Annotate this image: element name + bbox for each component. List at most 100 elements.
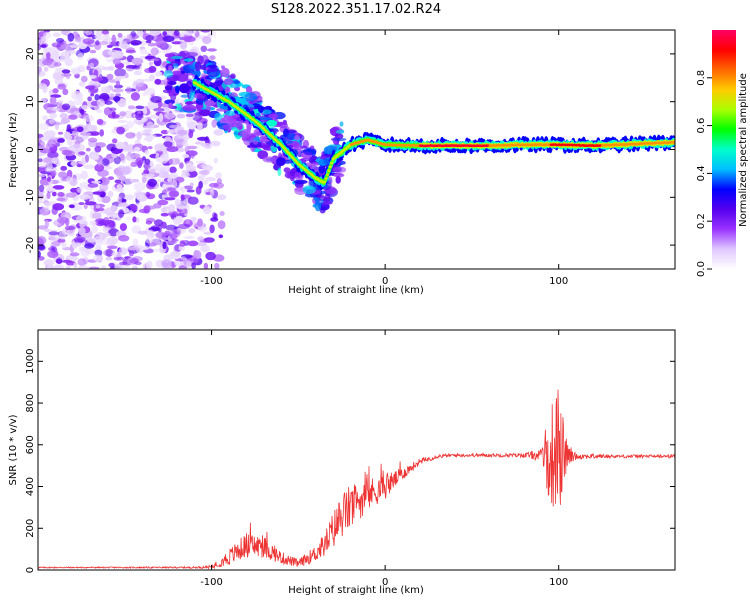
spectrogram-speckle — [217, 220, 226, 230]
spectrogram-speckle — [155, 152, 160, 162]
spectrogram-speckle — [103, 232, 111, 238]
spectrogram-speckle — [174, 103, 182, 111]
spectrogram-speckle — [40, 98, 48, 102]
spectrogram-speckle — [206, 67, 220, 78]
spectrogram-speckle — [164, 112, 176, 119]
spectrogram-speckle — [77, 65, 86, 73]
spectrogram-speckle — [205, 251, 216, 261]
spectrogram-speckle — [49, 112, 57, 119]
spectrogram-speckle — [195, 185, 202, 195]
spectrogram-speckle — [73, 143, 81, 149]
spectrogram-speckle — [178, 245, 186, 251]
spectrogram-speckle — [145, 231, 152, 238]
spectrogram-speckle — [205, 177, 216, 182]
spectrogram-speckle — [154, 219, 164, 227]
spectrogram-speckle — [117, 120, 128, 123]
spectrogram-speckle — [127, 246, 140, 251]
spectrogram-speckle — [183, 170, 190, 177]
spectrogram-speckle — [88, 266, 100, 269]
spectrogram-speckle — [78, 81, 86, 87]
spectrogram-speckle — [51, 121, 63, 126]
spectrogram-speckle — [71, 130, 79, 137]
spectrogram-speckle — [82, 114, 95, 123]
spectrogram-speckle — [171, 41, 183, 45]
spectrogram-speckle — [79, 132, 92, 136]
spectrogram-speckle — [219, 211, 225, 216]
spectrogram-speckle — [73, 236, 86, 243]
snr-frame — [37, 329, 676, 571]
spectrogram-speckle — [42, 59, 53, 66]
spectrogram-speckle — [66, 124, 72, 133]
spectrogram-speckle — [57, 192, 65, 197]
spectrogram-xtick-label: -100 — [200, 276, 223, 287]
snr-ylabel: SNR (10 * v/v) — [8, 414, 19, 485]
spectrogram-speckle — [90, 93, 95, 97]
spectrogram-speckle — [133, 190, 144, 200]
spectrogram-speckle — [194, 141, 202, 145]
spectrogram-speckle — [302, 185, 316, 195]
spectrogram-speckle — [141, 132, 151, 136]
spectrogram-speckle — [43, 47, 53, 57]
colorbar-tick-label: 0.4 — [696, 165, 707, 181]
spectrogram-speckle — [154, 71, 163, 77]
spectrogram-speckle — [52, 191, 57, 197]
spectrogram-frame — [37, 29, 676, 270]
spectrogram-speckle — [180, 256, 186, 261]
spectrogram-speckle — [45, 265, 53, 269]
spectrogram-speckle — [318, 164, 326, 174]
spectrogram-speckle — [276, 157, 286, 167]
spectrogram-speckle — [133, 153, 141, 158]
spectrogram-speckle — [38, 173, 46, 178]
spectrogram-speckle — [141, 176, 147, 184]
spectrogram-speckle — [206, 48, 217, 52]
spectrogram-speckle — [200, 30, 211, 33]
spectrogram-speckle — [180, 94, 189, 98]
spectrogram-speckle — [52, 265, 62, 269]
spectrogram-speckle — [38, 69, 41, 75]
spectrogram-speckle — [134, 261, 142, 266]
spectrogram-speckle — [261, 109, 272, 115]
spectrogram-speckle — [294, 134, 300, 141]
spectrogram-speckle — [47, 151, 59, 159]
spectrogram-speckle — [333, 173, 345, 178]
spectrogram-speckle — [149, 114, 159, 119]
spectrogram-speckle — [124, 72, 129, 79]
spectrogram-speckle — [126, 217, 131, 221]
spectrogram-speckle — [293, 179, 308, 185]
spectrogram-speckle — [104, 100, 113, 105]
spectrogram-speckle — [179, 241, 186, 247]
spectrogram-speckle — [112, 138, 118, 144]
spectrogram-speckle — [68, 114, 78, 120]
spectrogram-blobs — [38, 30, 675, 269]
spectrogram-speckle — [78, 227, 86, 236]
spectrogram-speckle — [164, 85, 173, 91]
spectrogram-speckle — [146, 260, 153, 269]
spectrogram-speckle — [118, 202, 129, 208]
snr-ytick-label: 600 — [25, 435, 36, 454]
spectrogram-speckle — [155, 179, 165, 183]
spectrogram-speckle — [185, 219, 190, 225]
spectrogram-speckle — [55, 38, 65, 43]
spectrogram-speckle — [157, 157, 169, 164]
spectrogram-speckle — [73, 135, 85, 143]
spectrogram-speckle — [111, 111, 116, 118]
spectrogram-xtick-label: 0 — [382, 276, 388, 287]
spectrogram-speckle — [209, 224, 215, 234]
spectrogram-speckle — [43, 66, 49, 72]
spectrogram-speckle — [170, 228, 181, 238]
spectrogram-speckle — [99, 41, 109, 45]
spectrogram-speckle — [213, 157, 218, 164]
spectrogram-speckle — [155, 39, 167, 49]
spectrogram-speckle — [169, 55, 184, 60]
spectrogram-speckle — [81, 105, 89, 110]
spectrogram-speckle — [38, 193, 45, 200]
spectrogram-speckle — [71, 161, 78, 167]
spectrogram-speckle — [101, 265, 107, 269]
spectrogram-speckle — [335, 129, 344, 134]
spectrogram-speckle — [335, 176, 341, 184]
spectrogram-speckle — [51, 246, 58, 253]
spectrogram-speckle — [244, 92, 257, 102]
spectrogram-speckle — [162, 31, 167, 37]
spectrogram-speckle — [38, 158, 43, 163]
